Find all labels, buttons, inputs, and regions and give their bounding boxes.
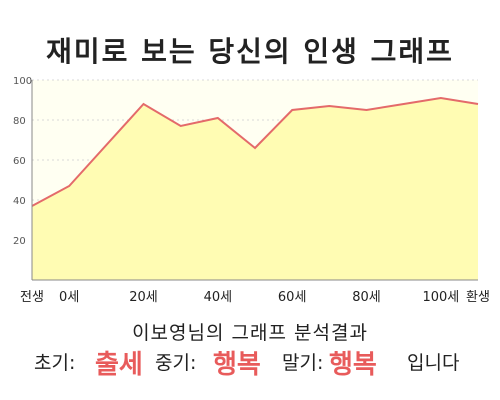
life-area-fill: [32, 98, 478, 280]
x-tick-label: 20세: [129, 290, 158, 305]
life-graph-chart: 20 40 60 80 100 전생 0세 20세 40세 60세 80세 100세 환생: [13, 76, 490, 305]
x-tick-label: 60세: [278, 290, 307, 305]
axes: [31, 80, 478, 281]
x-tick-label: 전생: [20, 290, 44, 305]
mid-value: 행복: [213, 350, 261, 380]
chart-title: 재미로 보는 당신의 인생 그래프: [46, 35, 454, 68]
life-line: [31, 96, 479, 207]
y-tick-label: 100: [13, 76, 32, 87]
x-tick-label: 80세: [352, 290, 381, 305]
mid-label: 중기:: [155, 352, 197, 374]
y-tick-label: 40: [13, 196, 26, 207]
x-tick-label: 100세: [422, 290, 459, 305]
result-suffix: 입니다: [407, 352, 460, 374]
y-tick-label: 60: [13, 156, 26, 167]
x-tick-labels: 전생 0세 20세 40세 60세 80세 100세 환생: [20, 290, 490, 305]
y-tick-labels: 20 40 60 80 100: [13, 76, 32, 247]
late-label: 말기:: [282, 352, 324, 374]
result-title: 이보영님의 그래프 분석결과: [132, 322, 368, 344]
y-tick-label: 80: [13, 116, 26, 127]
x-tick-label: 0세: [59, 290, 79, 305]
early-value: 출세: [95, 350, 143, 380]
x-tick-label: 40세: [204, 290, 233, 305]
early-label: 초기:: [34, 352, 76, 374]
x-tick-label: 환생: [466, 290, 490, 305]
y-tick-label: 20: [13, 236, 26, 247]
late-value: 행복: [329, 350, 377, 380]
